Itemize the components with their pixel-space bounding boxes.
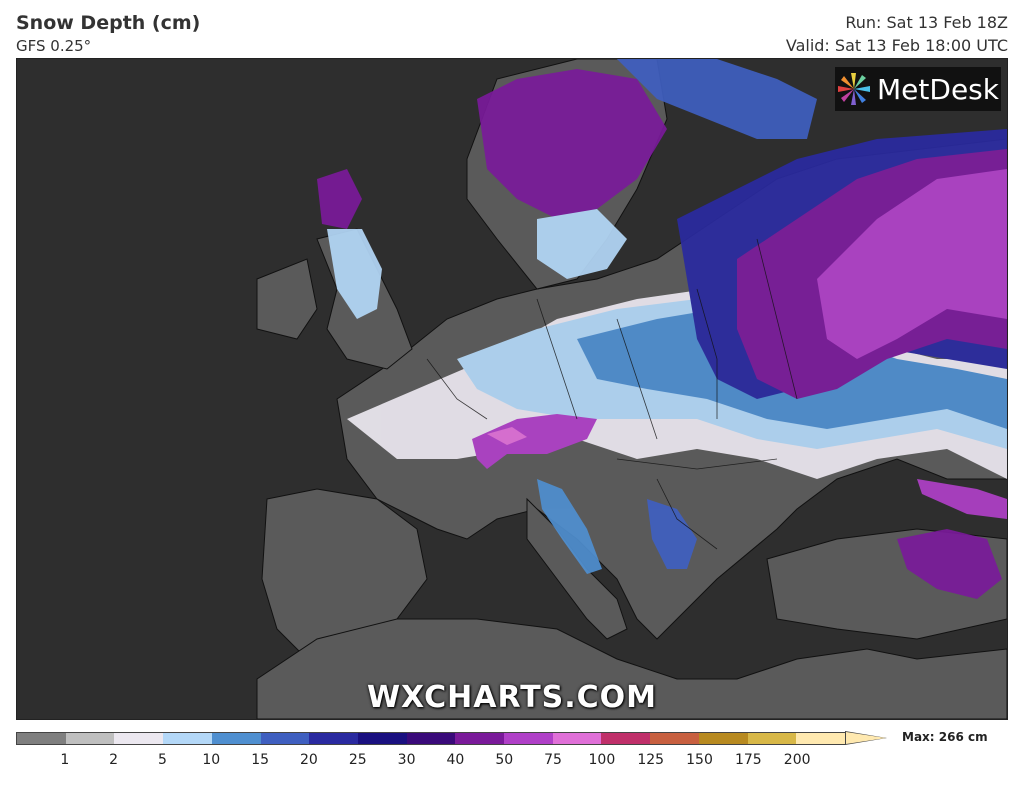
- snow-scotland: [317, 169, 362, 229]
- legend-swatch: [163, 733, 212, 744]
- legend-swatch: [65, 733, 115, 744]
- legend-tick-label: 75: [544, 752, 562, 768]
- legend-swatch: [455, 733, 505, 744]
- legend-arrow: [846, 732, 886, 744]
- legend-color-bar: [16, 732, 846, 745]
- legend-tick-label: 50: [495, 752, 514, 768]
- legend-swatch: [504, 733, 553, 744]
- land-ireland: [256, 258, 318, 340]
- legend-tick-label: 100: [588, 752, 616, 768]
- snow-uk: [327, 229, 382, 319]
- map-canvas: [256, 59, 1007, 719]
- legend-swatch: [357, 733, 407, 744]
- legend-tick-label: 40: [446, 752, 465, 768]
- legend-swatch: [698, 733, 748, 744]
- legend-tick-label: 2: [109, 752, 119, 768]
- legend-swatch: [747, 733, 797, 744]
- legend-swatch: [650, 733, 699, 744]
- legend-tick-label: 25: [348, 752, 367, 768]
- metdesk-logo-icon: [838, 73, 871, 105]
- snow-alps: [472, 414, 597, 469]
- legend-tick-label: 150: [686, 752, 713, 768]
- model-label: GFS 0.25°: [16, 37, 92, 55]
- legend-swatch: [796, 733, 845, 744]
- legend-swatch: [260, 733, 310, 744]
- snow-depth-map: MetDesk WXCHARTS.COM: [16, 58, 1008, 720]
- snow-italy: [537, 479, 602, 574]
- legend-tick-label: 200: [783, 752, 811, 768]
- wxcharts-watermark: WXCHARTS.COM: [366, 680, 658, 715]
- legend-tick-label: 20: [300, 752, 318, 768]
- legend-tick-label: 125: [637, 752, 665, 768]
- legend-swatch: [114, 733, 164, 744]
- snow-balkans: [647, 499, 697, 569]
- snow-caucasus: [917, 479, 1007, 519]
- legend-swatch: [552, 733, 602, 744]
- land-north-africa: [256, 618, 1007, 719]
- legend-swatch: [406, 733, 456, 744]
- legend-swatch: [17, 733, 66, 744]
- legend-tick-label: 15: [251, 752, 270, 768]
- run-label: Run: Sat 13 Feb 18Z: [845, 13, 1008, 32]
- legend-tick-label: 5: [158, 752, 167, 768]
- color-legend: Max: 266 cm 1 2 5 10 15 20 25 30 40 50 75 100 125 150…: [16, 730, 1008, 780]
- metdesk-logo: MetDesk: [835, 67, 1001, 111]
- snow-alps-core: [487, 427, 527, 445]
- valid-time-label: Valid: Sat 13 Feb 18:00 UTC: [785, 36, 1008, 55]
- snow-scandinavia: [477, 69, 667, 219]
- snow-east-turkey: [897, 529, 1002, 599]
- legend-swatch: [601, 733, 651, 744]
- max-depth-label: Max: 266 cm: [902, 730, 988, 744]
- legend-tick-label: 1: [60, 752, 70, 768]
- legend-tick-label: 175: [734, 752, 762, 768]
- metdesk-logo-text: MetDesk: [877, 72, 999, 106]
- snow-band-deepest: [817, 169, 1007, 359]
- chart-title: Snow Depth (cm): [16, 12, 201, 34]
- legend-swatch: [211, 733, 261, 744]
- snow-scandinavia-2: [617, 59, 817, 139]
- legend-tick-label: 30: [397, 752, 416, 768]
- snow-scandinavia-light: [537, 209, 627, 279]
- legend-tick-label: 10: [202, 752, 221, 768]
- legend-swatch: [309, 733, 358, 744]
